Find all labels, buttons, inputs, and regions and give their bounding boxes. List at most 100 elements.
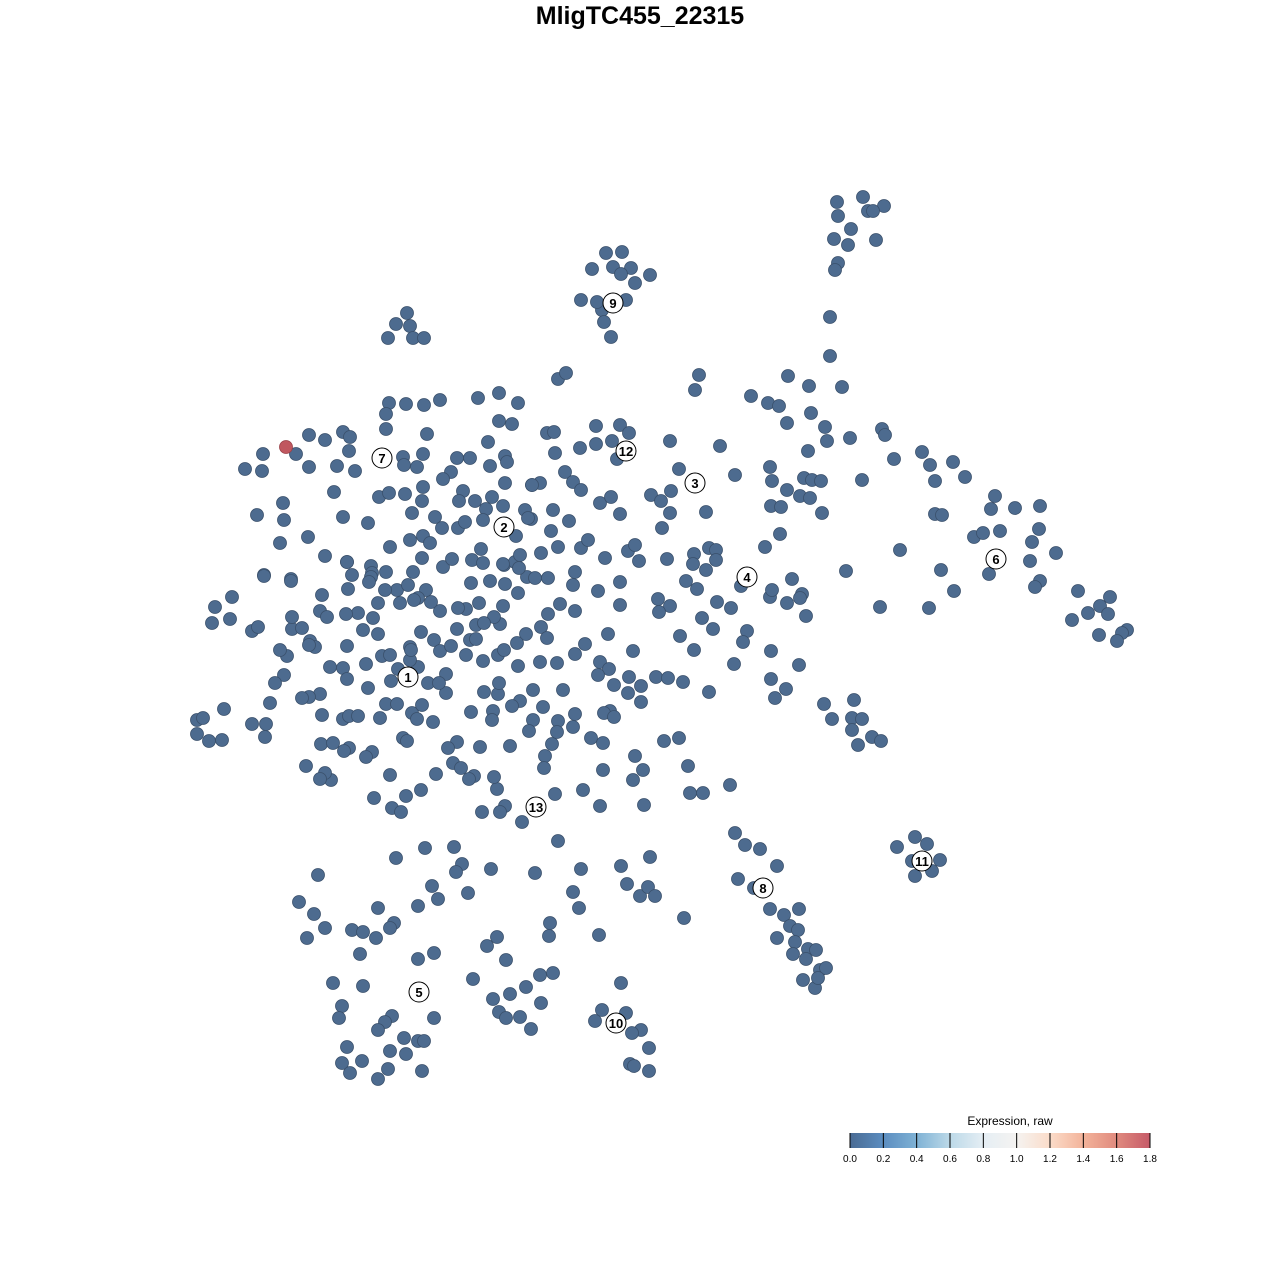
- data-point: [657, 734, 671, 748]
- data-point: [934, 563, 948, 577]
- data-point: [568, 565, 582, 579]
- data-point: [259, 717, 273, 731]
- data-point: [1023, 554, 1037, 568]
- legend-colorbar: 0.0 0.2 0.4 0.6 0.8 1.0 1.2 1.4 1.6 1.8: [843, 1133, 1157, 1165]
- data-point: [403, 319, 417, 333]
- data-point: [663, 506, 677, 520]
- data-point: [793, 591, 807, 605]
- data-point: [547, 425, 561, 439]
- data-point: [1025, 535, 1039, 549]
- data-point: [384, 674, 398, 688]
- data-point: [336, 510, 350, 524]
- data-point: [406, 565, 420, 579]
- data-point: [780, 483, 794, 497]
- data-point: [628, 538, 642, 552]
- cluster-label-text: 3: [691, 476, 698, 491]
- cluster-label-13: 13: [525, 796, 547, 818]
- data-point: [946, 455, 960, 469]
- cluster-label-5: 5: [408, 981, 430, 1003]
- data-point: [528, 866, 542, 880]
- data-point: [273, 643, 287, 657]
- data-point: [809, 943, 823, 957]
- data-point: [390, 697, 404, 711]
- data-point: [379, 422, 393, 436]
- data-point: [713, 439, 727, 453]
- data-point: [449, 865, 463, 879]
- data-point: [553, 597, 567, 611]
- data-point: [474, 542, 488, 556]
- data-point: [424, 595, 438, 609]
- data-point: [353, 947, 367, 961]
- data-point: [595, 1003, 609, 1017]
- data-point: [835, 380, 849, 394]
- data-point: [572, 901, 586, 915]
- data-point: [257, 569, 271, 583]
- data-point: [546, 966, 560, 980]
- data-point: [770, 931, 784, 945]
- data-point: [459, 648, 473, 662]
- data-point: [566, 720, 580, 734]
- data-point: [770, 859, 784, 873]
- data-point: [591, 584, 605, 598]
- data-point: [284, 574, 298, 588]
- data-point: [435, 521, 449, 535]
- data-point: [394, 805, 408, 819]
- data-point: [614, 267, 628, 281]
- data-point: [1103, 590, 1117, 604]
- data-point: [521, 511, 535, 525]
- data-point: [588, 1014, 602, 1028]
- data-point: [908, 869, 922, 883]
- data-point: [604, 490, 618, 504]
- data-point: [851, 738, 865, 752]
- data-point: [381, 331, 395, 345]
- data-point: [318, 921, 332, 935]
- data-point: [383, 1044, 397, 1058]
- data-point: [814, 474, 828, 488]
- data-point: [702, 685, 716, 699]
- data-point: [340, 555, 354, 569]
- data-point: [599, 246, 613, 260]
- data-point: [802, 379, 816, 393]
- data-point: [593, 496, 607, 510]
- data-point: [208, 600, 222, 614]
- data-point: [503, 987, 517, 1001]
- data-point: [196, 711, 210, 725]
- data-point: [486, 992, 500, 1006]
- data-point: [538, 749, 552, 763]
- cluster-label-text: 13: [529, 800, 543, 815]
- data-point: [568, 707, 582, 721]
- data-point: [1049, 546, 1063, 560]
- data-point: [313, 772, 327, 786]
- data-point: [505, 699, 519, 713]
- data-point: [1065, 613, 1079, 627]
- data-point: [277, 668, 291, 682]
- data-point: [433, 604, 447, 618]
- data-point: [765, 583, 779, 597]
- data-point: [799, 609, 813, 623]
- legend-tick-label: 1.4: [1076, 1154, 1090, 1165]
- data-point: [811, 971, 825, 985]
- cluster-label-badge: [408, 981, 430, 1003]
- cluster-label-badge: [615, 440, 637, 462]
- data-point: [573, 441, 587, 455]
- data-point: [873, 600, 887, 614]
- data-point: [566, 578, 580, 592]
- data-point: [607, 678, 621, 692]
- data-point: [695, 611, 709, 625]
- data-point: [343, 1066, 357, 1080]
- data-point: [536, 700, 550, 714]
- data-point: [417, 331, 431, 345]
- cluster-label-2: 2: [493, 516, 515, 538]
- data-point: [425, 879, 439, 893]
- data-point: [458, 515, 472, 529]
- data-point: [359, 657, 373, 671]
- data-point: [238, 462, 252, 476]
- data-point: [423, 536, 437, 550]
- data-point: [663, 599, 677, 613]
- data-point: [426, 715, 440, 729]
- data-point: [765, 474, 779, 488]
- legend-tick-label: 0.8: [976, 1154, 990, 1165]
- data-point: [614, 859, 628, 873]
- data-point: [1101, 607, 1115, 621]
- data-point: [825, 712, 839, 726]
